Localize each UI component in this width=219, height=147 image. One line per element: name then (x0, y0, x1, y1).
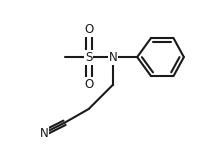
Text: O: O (84, 78, 93, 91)
Text: N: N (109, 51, 117, 64)
Text: N: N (39, 127, 48, 140)
Text: S: S (85, 51, 92, 64)
Text: O: O (84, 23, 93, 36)
